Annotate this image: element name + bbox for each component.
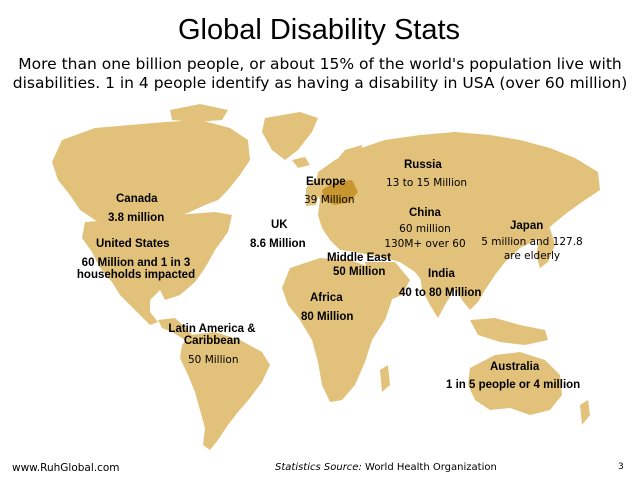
footer-source: Statistics Source: World Health Organiza… <box>275 462 497 473</box>
south-america-shape <box>180 332 270 450</box>
page-number: 3 <box>618 462 624 472</box>
greenland-shape <box>262 112 318 160</box>
china-value-line-2: 130M+ over 60 <box>384 238 466 250</box>
north-america-north-shape <box>52 120 250 226</box>
usa-mexico-shape <box>82 212 232 325</box>
australia-shape <box>468 352 562 415</box>
china-name: China <box>409 207 441 219</box>
india-name: India <box>428 268 455 280</box>
russia-value: 13 to 15 Million <box>386 177 468 189</box>
europe-value: 39 Million <box>304 194 355 206</box>
usa-value-line-2: households impacted <box>76 269 196 281</box>
subtitle: More than one billion people, or about 1… <box>10 55 630 93</box>
footer-website: www.RuhGlobal.com <box>12 462 120 474</box>
canada-name: Canada <box>116 193 158 205</box>
europe-highlight-shape <box>322 180 358 205</box>
africa-shape <box>282 258 392 402</box>
japan-value-line-1: 5 million and 127.8 <box>481 236 583 248</box>
arctic-islands-shape <box>170 104 228 122</box>
scandinavia-shape <box>330 145 362 185</box>
footer-source-value: World Health Organization <box>365 462 497 473</box>
china-value-line-1: 60 million <box>399 223 451 235</box>
uk-name: UK <box>271 219 288 231</box>
central-america-shape <box>158 318 195 340</box>
latam-value: 50 Million <box>188 354 239 366</box>
footer-source-label: Statistics Source: <box>275 462 362 473</box>
subtitle-line-2: disabilities. 1 in 4 people identify as … <box>12 74 628 92</box>
australia-name: Australia <box>490 361 540 373</box>
australia-value: 1 in 5 people or 4 million <box>446 379 581 391</box>
europe-name: Europe <box>306 176 346 188</box>
southeast-asia-islands-shape <box>470 318 548 345</box>
africa-value: 80 Million <box>301 311 354 323</box>
china-value: 60 million 130M+ over 60 <box>384 222 466 252</box>
latam-name-line-1: Latin America & <box>168 323 256 335</box>
india-shape <box>420 272 455 318</box>
eurasia-shape <box>315 132 600 310</box>
japan-value: 5 million and 127.8 are elderly <box>477 235 587 263</box>
usa-name: United States <box>96 238 170 250</box>
latam-name: Latin America & Caribbean <box>160 323 264 347</box>
continents <box>52 104 600 450</box>
africa-name: Africa <box>310 292 343 304</box>
iceland-shape <box>292 157 310 168</box>
russia-name: Russia <box>404 159 442 171</box>
japan-value-line-2: are elderly <box>503 250 561 262</box>
new-zealand-shape <box>580 400 590 425</box>
page-title: Global Disability Stats <box>177 14 461 46</box>
japan-shape <box>536 228 555 268</box>
canada-value: 3.8 million <box>108 212 165 224</box>
middle-east-value: 50 Million <box>333 266 386 278</box>
india-value: 40 to 80 Million <box>399 287 482 299</box>
usa-value: 60 Million and 1 in 3 households impacte… <box>72 257 200 281</box>
japan-name: Japan <box>510 220 544 232</box>
latam-name-line-2: Caribbean <box>183 335 241 347</box>
madagascar-shape <box>380 365 390 392</box>
middle-east-name: Middle East <box>327 252 391 264</box>
usa-value-line-1: 60 Million and 1 in 3 <box>81 257 191 269</box>
uk-value: 8.6 Million <box>250 238 306 250</box>
subtitle-line-1: More than one billion people, or about 1… <box>18 55 622 73</box>
